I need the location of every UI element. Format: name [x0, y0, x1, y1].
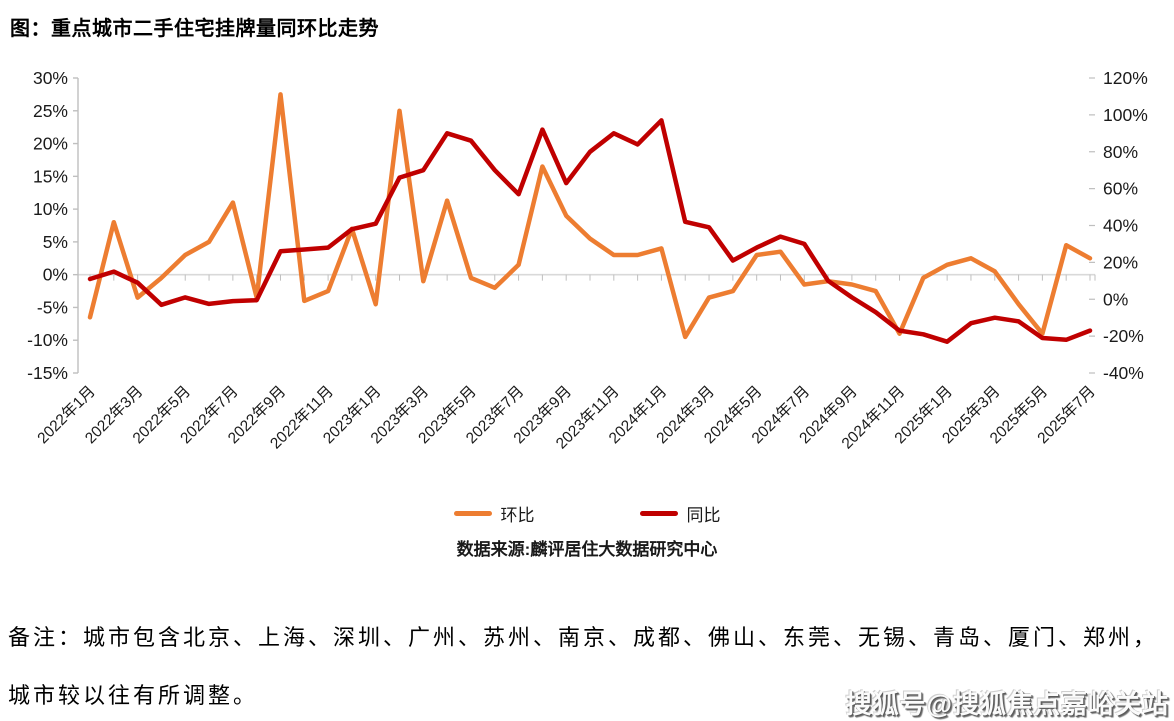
note-line-1: 备注：城市包含北京、上海、深圳、广州、苏州、南京、成都、佛山、东莞、无锡、青岛、…	[8, 625, 1159, 650]
right-axis-label: 60%	[1103, 179, 1138, 199]
left-axis-label: -10%	[27, 330, 68, 350]
left-axis-label: 20%	[33, 134, 68, 154]
left-axis-label: 15%	[33, 166, 68, 186]
legend-swatch-icon	[453, 511, 492, 516]
note-line-2: 城市较以往有所调整。	[8, 683, 259, 708]
right-axis-label: 100%	[1103, 105, 1148, 125]
legend-label: 同比	[686, 506, 721, 525]
left-axis-label: 0%	[43, 265, 68, 285]
right-axis-label: 20%	[1103, 252, 1138, 272]
left-axis-label: -5%	[37, 297, 68, 317]
left-axis-label: 5%	[43, 232, 68, 252]
left-axis-label: 30%	[33, 68, 68, 88]
yoy-series-line	[87, 118, 1093, 344]
left-axis-label: -15%	[27, 363, 68, 383]
line-chart: 30% 25% 20% 15% 10% 5% 0% -5% -10% -15% 120% 100% 80…	[27, 68, 1148, 453]
legend-item-0[interactable]: 环比	[453, 501, 535, 526]
legend-label: 环比	[500, 506, 535, 525]
legend-swatch-icon	[639, 511, 678, 516]
legend-item-1[interactable]: 同比	[639, 501, 721, 526]
chart-legend: 环比 同比	[0, 501, 1174, 526]
right-axis-label: 80%	[1103, 142, 1138, 162]
chart-title: 图：重点城市二手住宅挂牌量同环比走势	[10, 18, 379, 40]
data-source: 数据来源:麟评居住大数据研究中心	[456, 540, 718, 559]
left-axis-label: 10%	[33, 199, 68, 219]
right-axis-label: 40%	[1103, 216, 1138, 236]
left-axis-label: 25%	[33, 101, 68, 121]
right-axis-label: -40%	[1103, 363, 1144, 383]
right-axis-label: 0%	[1103, 289, 1128, 309]
watermark: 搜狐号@搜狐焦点嘉峪关站	[845, 689, 1169, 719]
right-axis-label: 120%	[1103, 68, 1148, 88]
right-axis-label: -20%	[1103, 326, 1144, 346]
